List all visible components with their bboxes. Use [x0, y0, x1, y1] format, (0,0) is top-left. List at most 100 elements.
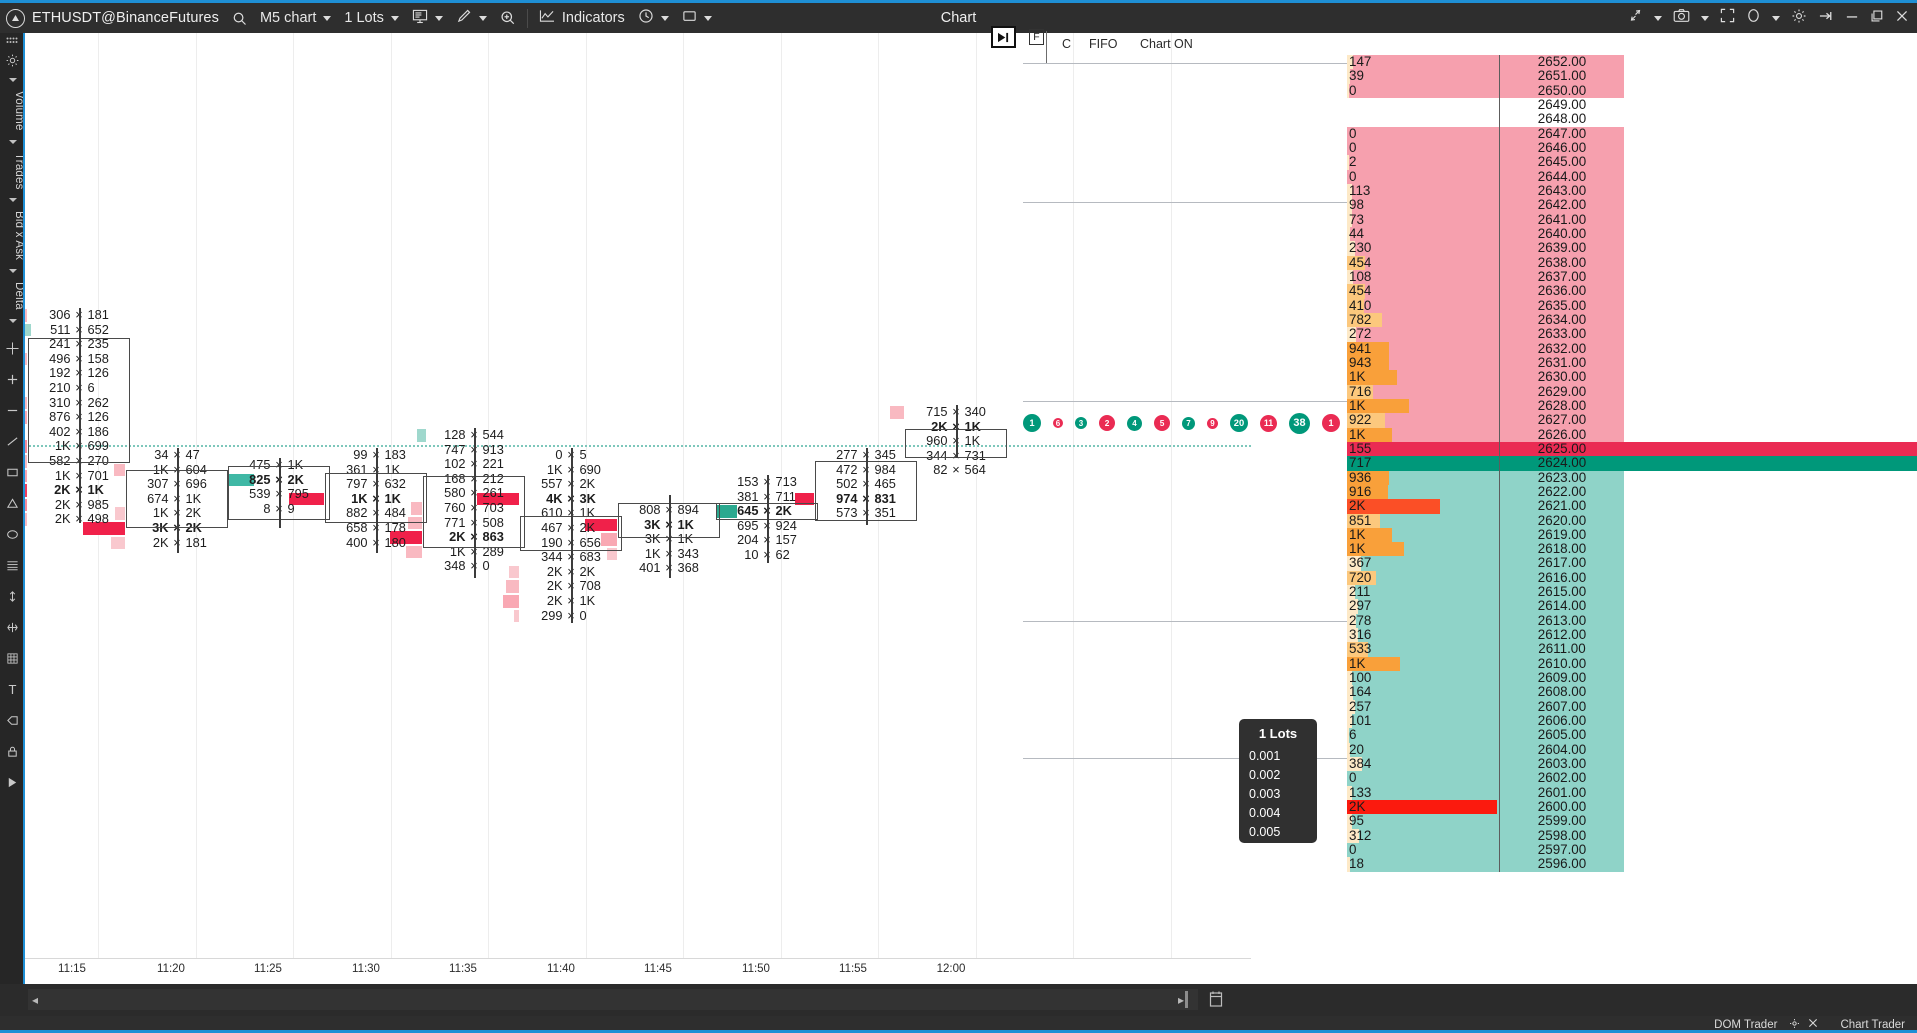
- settings-gear-icon[interactable]: [0, 47, 25, 73]
- dom-ladder-row[interactable]: 316 2612.00: [1347, 627, 1917, 643]
- ruler-tool-icon[interactable]: [0, 581, 25, 612]
- circle-icon[interactable]: [1746, 8, 1761, 28]
- dom-volume-cell[interactable]: 98: [1347, 198, 1499, 213]
- fib-tool-icon[interactable]: [0, 550, 25, 581]
- dom-order-cell[interactable]: [1624, 327, 1917, 342]
- dom-order-cell[interactable]: [1624, 613, 1917, 629]
- dom-volume-cell[interactable]: 0: [1347, 126, 1499, 141]
- footprint-chart[interactable]: 306×181511×652241×235496×158192×126210×6…: [25, 33, 1251, 958]
- zoom-icon[interactable]: [500, 10, 516, 26]
- dom-ladder-row[interactable]: 6 2605.00: [1347, 728, 1917, 743]
- dom-order-cell[interactable]: [1624, 341, 1917, 356]
- plus-icon[interactable]: [0, 364, 25, 395]
- dom-order-cell[interactable]: [1624, 814, 1917, 829]
- dom-price-cell[interactable]: 2622.00: [1499, 484, 1624, 500]
- dom-ladder-row[interactable]: 44 2640.00: [1347, 226, 1917, 242]
- lots-option[interactable]: 0.003: [1249, 786, 1281, 801]
- dom-ladder-row[interactable]: 410 2635.00: [1347, 298, 1917, 313]
- dom-volume-cell[interactable]: 101: [1347, 714, 1499, 729]
- dom-order-cell[interactable]: [1624, 284, 1917, 299]
- dom-volume-cell[interactable]: 367: [1347, 556, 1499, 571]
- dom-ladder-row[interactable]: 1K 2618.00: [1347, 541, 1917, 557]
- dom-price-cell[interactable]: 2619.00: [1499, 527, 1624, 543]
- dom-volume-cell[interactable]: 1K: [1347, 542, 1499, 557]
- dom-ladder-row[interactable]: 1K 2630.00: [1347, 369, 1917, 385]
- dom-order-cell[interactable]: [1624, 742, 1917, 758]
- dom-volume-cell[interactable]: 147: [1347, 55, 1499, 70]
- dom-price-cell[interactable]: 2638.00: [1499, 255, 1624, 270]
- dom-ladder-row[interactable]: 155 2625.00: [1347, 441, 1917, 457]
- scroll-left-icon[interactable]: ◂: [32, 993, 39, 1007]
- dom-price-cell[interactable]: 2646.00: [1499, 140, 1624, 156]
- lots-option[interactable]: 0.004: [1249, 805, 1281, 820]
- dom-volume-cell[interactable]: 100: [1347, 671, 1499, 686]
- dom-order-cell[interactable]: [1624, 169, 1917, 184]
- minus-icon[interactable]: [0, 395, 25, 426]
- dom-order-cell[interactable]: [1624, 800, 1917, 815]
- sidebar-expand-icon-4[interactable]: [0, 314, 25, 328]
- dom-volume-cell[interactable]: 73: [1347, 212, 1499, 227]
- dom-price-cell[interactable]: 2620.00: [1499, 513, 1624, 528]
- dom-ladder-row[interactable]: 916 2622.00: [1347, 484, 1917, 500]
- dom-ladder-row[interactable]: 1K 2626.00: [1347, 427, 1917, 442]
- dom-price-cell[interactable]: 2599.00: [1499, 814, 1624, 829]
- dom-order-cell[interactable]: [1624, 241, 1917, 256]
- dom-volume-cell[interactable]: 716: [1347, 384, 1499, 399]
- dom-order-cell[interactable]: [1624, 527, 1917, 543]
- dom-price-cell[interactable]: 2642.00: [1499, 197, 1624, 213]
- dom-volume-cell[interactable]: 95: [1347, 814, 1499, 829]
- dom-order-cell[interactable]: [1624, 441, 1917, 457]
- dom-ladder-row[interactable]: 2649.00: [1347, 97, 1917, 113]
- dom-ladder-row[interactable]: 0 2597.00: [1347, 842, 1917, 858]
- dom-ladder-row[interactable]: 454 2636.00: [1347, 283, 1917, 299]
- lots-selector[interactable]: 1 Lots: [344, 10, 399, 26]
- dom-ladder-row[interactable]: 936 2623.00: [1347, 470, 1917, 485]
- dom-ladder-row[interactable]: 0 2646.00: [1347, 140, 1917, 156]
- dom-price-cell[interactable]: 2639.00: [1499, 240, 1624, 256]
- lots-option[interactable]: 0.005: [1249, 824, 1281, 839]
- dom-volume-cell[interactable]: 384: [1347, 757, 1499, 772]
- symbol-label[interactable]: ETHUSDT@BinanceFutures: [32, 10, 219, 26]
- search-icon[interactable]: [232, 11, 247, 26]
- dom-price-cell[interactable]: 2628.00: [1499, 398, 1624, 414]
- lots-dropdown[interactable]: 1 Lots 0.001 0.002 0.003 0.004 0.005: [1239, 719, 1317, 843]
- dom-price-cell[interactable]: 2626.00: [1499, 427, 1624, 442]
- dom-order-cell[interactable]: [1624, 828, 1917, 844]
- dom-trader-close-icon[interactable]: [1808, 1018, 1818, 1031]
- dom-order-cell[interactable]: [1624, 470, 1917, 485]
- dom-order-cell[interactable]: [1624, 355, 1917, 371]
- dom-volume-cell[interactable]: 922: [1347, 413, 1499, 428]
- dom-volume-cell[interactable]: 1K: [1347, 656, 1499, 672]
- dom-order-cell[interactable]: [1624, 427, 1917, 442]
- dom-volume-cell[interactable]: 1K: [1347, 398, 1499, 414]
- rect-tool-icon[interactable]: [0, 457, 25, 488]
- close-icon[interactable]: [1895, 9, 1909, 28]
- dom-order-cell[interactable]: [1624, 312, 1917, 328]
- dom-order-cell[interactable]: [1624, 198, 1917, 213]
- dom-volume-cell[interactable]: 257: [1347, 699, 1499, 715]
- dom-volume-cell[interactable]: 272: [1347, 327, 1499, 342]
- dom-volume-cell[interactable]: 941: [1347, 341, 1499, 356]
- dom-volume-cell[interactable]: 155: [1347, 441, 1499, 457]
- step-forward-button[interactable]: [991, 26, 1016, 48]
- lots-option[interactable]: 0.002: [1249, 767, 1281, 782]
- sidebar-expand-icon-3[interactable]: [0, 264, 25, 278]
- dom-volume-cell[interactable]: 782: [1347, 312, 1499, 328]
- dom-volume-cell[interactable]: 6: [1347, 728, 1499, 743]
- dom-fifo-label[interactable]: FIFO: [1089, 37, 1118, 51]
- dom-ladder-row[interactable]: 95 2599.00: [1347, 814, 1917, 829]
- arrows-tool-icon[interactable]: [0, 612, 25, 643]
- dom-volume-cell[interactable]: 108: [1347, 269, 1499, 285]
- dom-ladder-row[interactable]: 18 2596.00: [1347, 857, 1917, 872]
- dom-order-cell[interactable]: [1624, 298, 1917, 313]
- dom-volume-cell[interactable]: 0: [1347, 169, 1499, 184]
- lots-option[interactable]: 0.001: [1249, 748, 1281, 763]
- dom-ladder-row[interactable]: 851 2620.00: [1347, 513, 1917, 528]
- dom-price-cell[interactable]: 2609.00: [1499, 670, 1624, 686]
- dom-trader-gear-icon[interactable]: [1789, 1018, 1800, 1032]
- dom-ladder-row[interactable]: 98 2642.00: [1347, 197, 1917, 213]
- dom-price-cell[interactable]: 2598.00: [1499, 828, 1624, 844]
- dom-order-cell[interactable]: [1624, 155, 1917, 170]
- dom-price-cell[interactable]: 2617.00: [1499, 556, 1624, 571]
